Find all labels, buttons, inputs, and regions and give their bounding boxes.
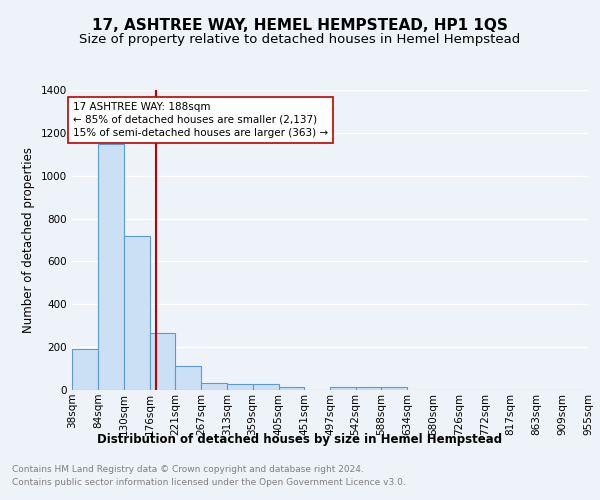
- Text: Distribution of detached houses by size in Hemel Hempstead: Distribution of detached houses by size …: [97, 432, 503, 446]
- Bar: [382, 387, 407, 390]
- Bar: [149, 333, 175, 390]
- Bar: [124, 236, 149, 390]
- Text: 17, ASHTREE WAY, HEMEL HEMPSTEAD, HP1 1QS: 17, ASHTREE WAY, HEMEL HEMPSTEAD, HP1 1Q…: [92, 18, 508, 32]
- Bar: [356, 387, 382, 390]
- Text: Contains HM Land Registry data © Crown copyright and database right 2024.: Contains HM Land Registry data © Crown c…: [12, 466, 364, 474]
- Text: 17 ASHTREE WAY: 188sqm
← 85% of detached houses are smaller (2,137)
15% of semi-: 17 ASHTREE WAY: 188sqm ← 85% of detached…: [73, 102, 328, 138]
- Bar: [330, 386, 356, 390]
- Text: Contains public sector information licensed under the Open Government Licence v3: Contains public sector information licen…: [12, 478, 406, 487]
- Bar: [201, 383, 227, 390]
- Bar: [72, 350, 98, 390]
- Bar: [227, 384, 253, 390]
- Y-axis label: Number of detached properties: Number of detached properties: [22, 147, 35, 333]
- Bar: [175, 366, 201, 390]
- Text: Size of property relative to detached houses in Hemel Hempstead: Size of property relative to detached ho…: [79, 32, 521, 46]
- Bar: [253, 384, 278, 390]
- Bar: [98, 144, 124, 390]
- Bar: [278, 387, 304, 390]
